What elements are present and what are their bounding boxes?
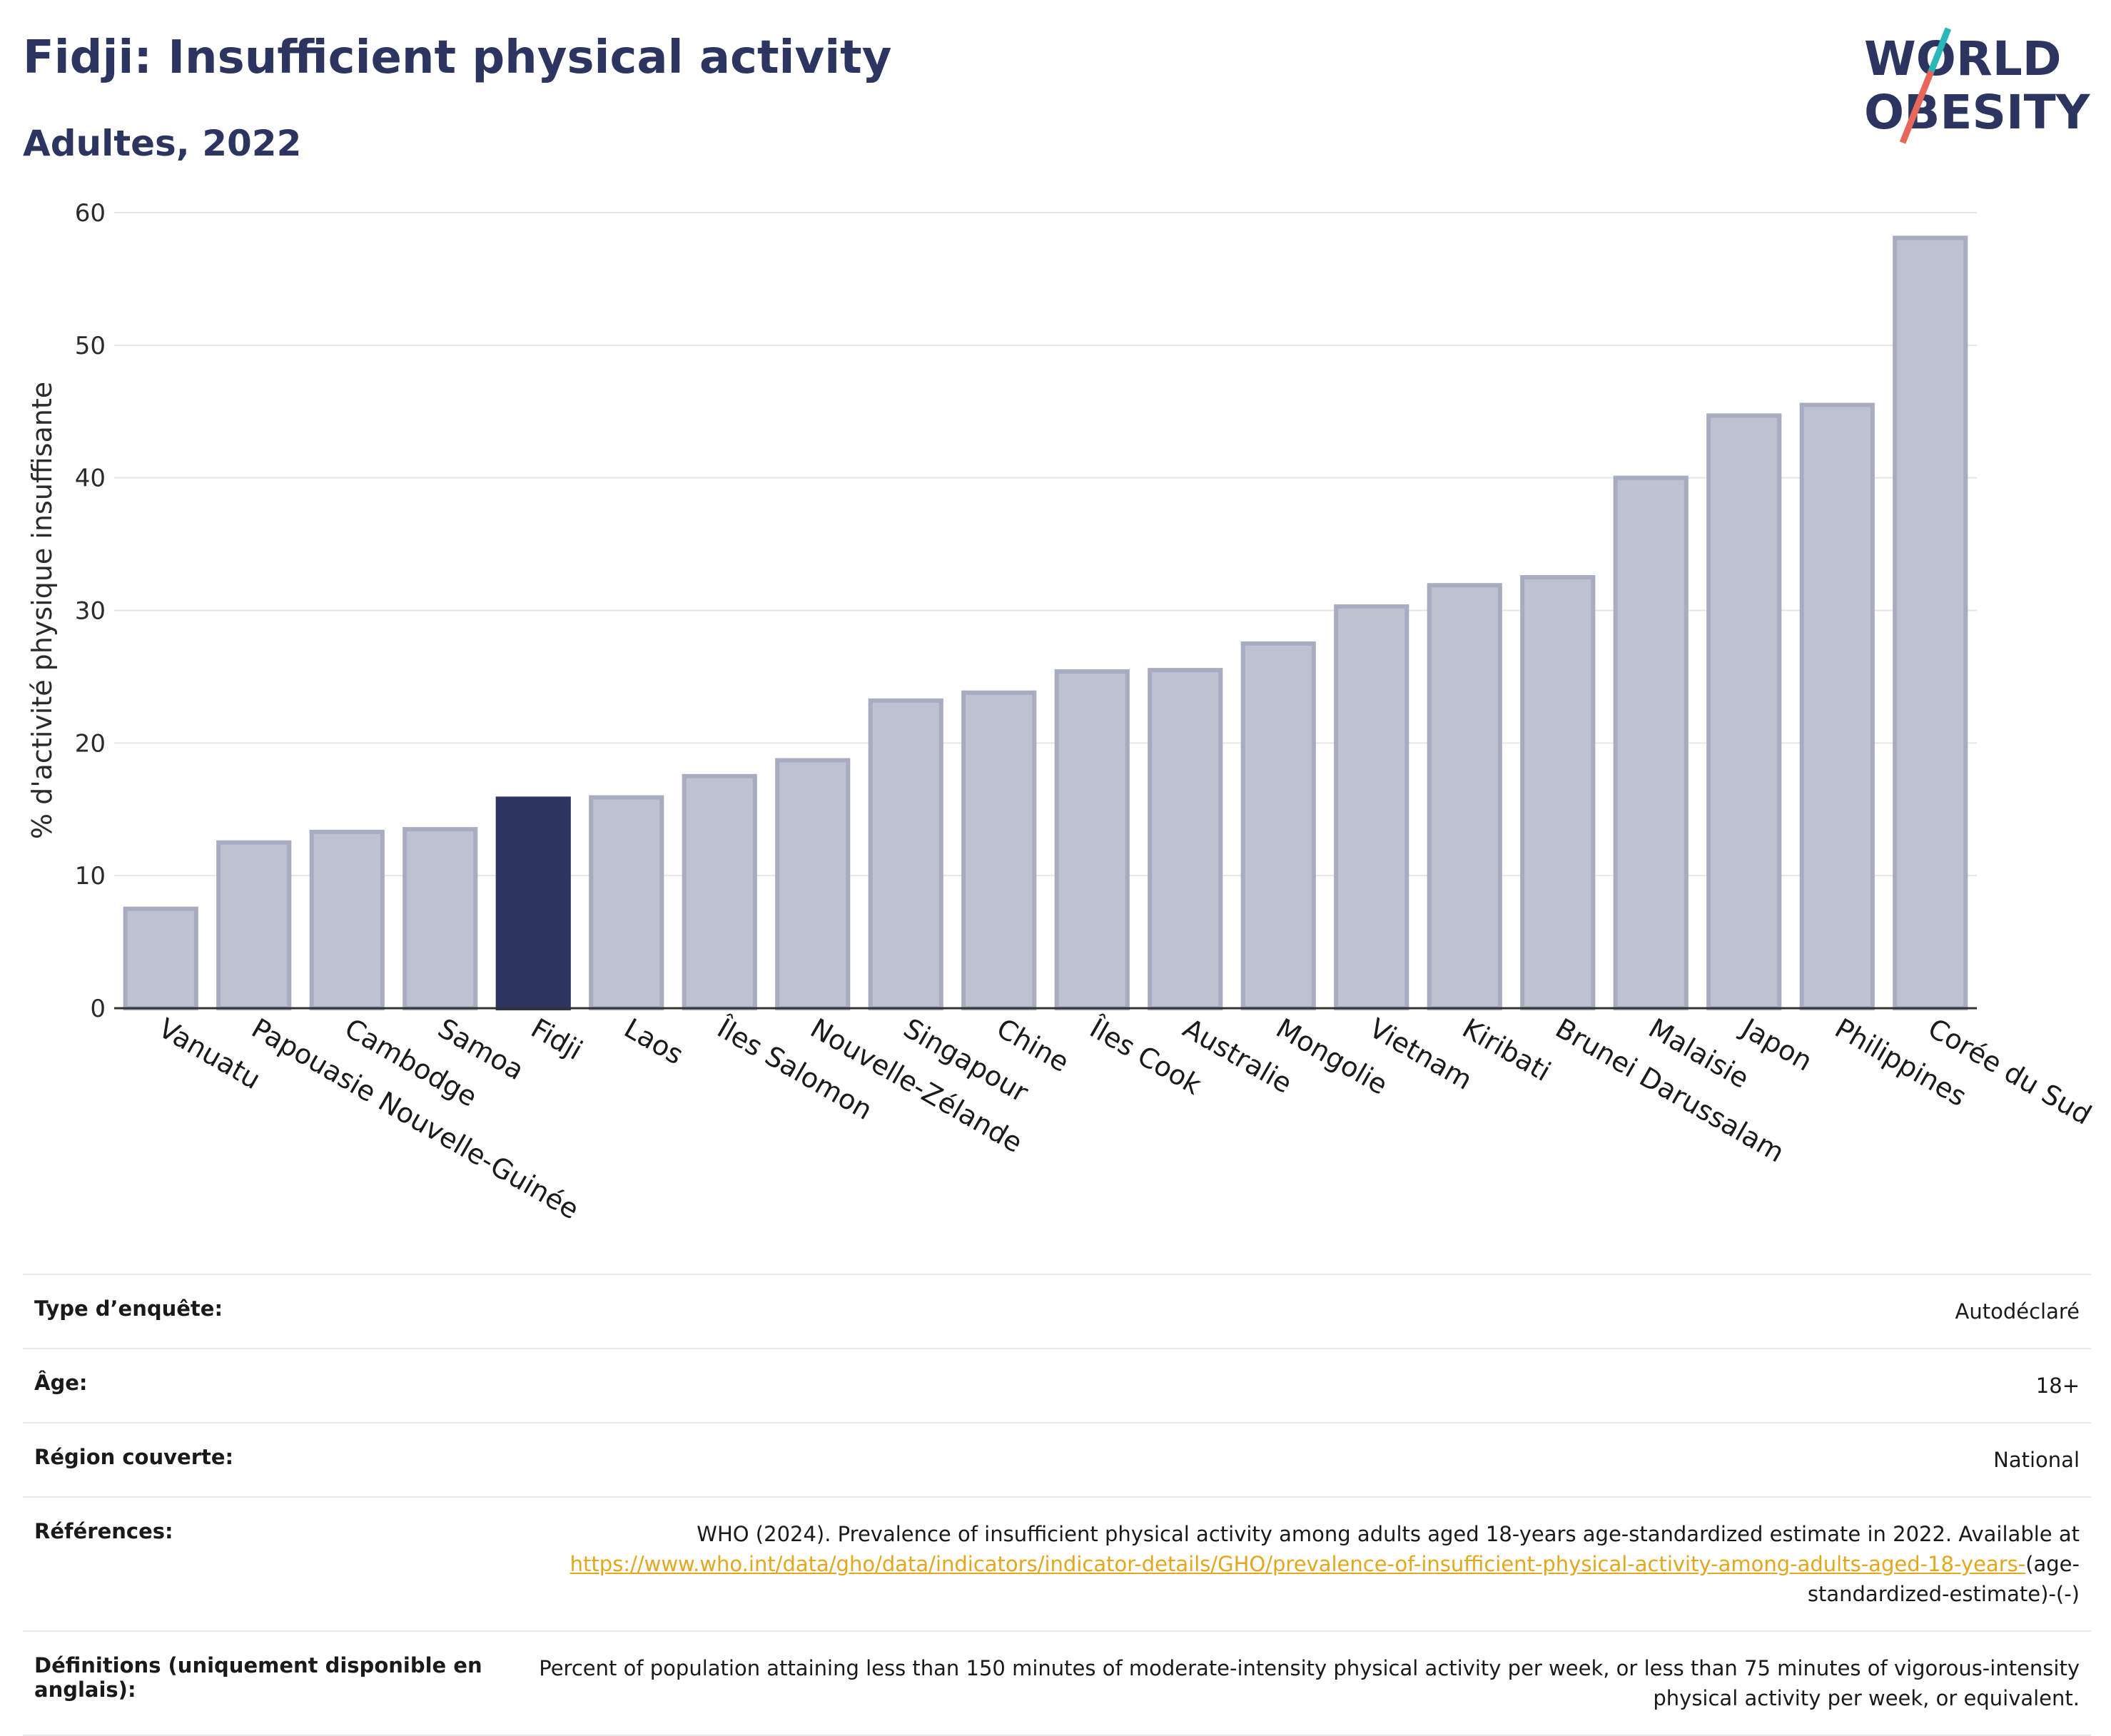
logo-slash-coral bbox=[1899, 70, 1935, 144]
x-tick-label: Papouasie Nouvelle-Guinée bbox=[246, 1012, 584, 1226]
bar-vietnam bbox=[1334, 604, 1409, 1010]
y-tick-label: 30 bbox=[75, 597, 106, 626]
x-tick-label: Fidji bbox=[526, 1012, 588, 1067]
region-row: Région couverte: National bbox=[23, 1422, 2091, 1497]
bar-nouvelle-z-lande bbox=[775, 758, 851, 1011]
meta-value: 18+ bbox=[502, 1348, 2091, 1423]
meta-label: Région couverte: bbox=[23, 1422, 502, 1497]
bar-australie bbox=[1148, 668, 1223, 1010]
definitions-value: Percent of population attaining less tha… bbox=[502, 1630, 2091, 1736]
metadata-table: Type d’enquête: Autodéclaré Âge: 18+ Rég… bbox=[23, 1274, 2091, 1736]
bar-brunei-darussalam bbox=[1520, 575, 1596, 1010]
definitions-row: Définitions (uniquement disponible en an… bbox=[23, 1630, 2091, 1736]
references-link[interactable]: https://www.who.int/data/gho/data/indica… bbox=[569, 1552, 2026, 1576]
meta-label: Âge: bbox=[23, 1348, 502, 1423]
y-tick-label: 10 bbox=[75, 862, 106, 890]
age-row: Âge: 18+ bbox=[23, 1348, 2091, 1423]
bar--les-salomon bbox=[682, 773, 757, 1010]
bar-kiribati bbox=[1427, 583, 1502, 1010]
bar-philippines bbox=[1799, 402, 1875, 1010]
bar--les-cook bbox=[1054, 669, 1130, 1010]
bar-mongolie bbox=[1240, 641, 1316, 1010]
bar-cambodge bbox=[309, 829, 385, 1011]
chart-title: Fidji: Insufficient physical activity bbox=[23, 31, 892, 84]
references-text: WHO (2024). Prevalence of insufficient p… bbox=[697, 1522, 2080, 1546]
meta-label: Type d’enquête: bbox=[23, 1274, 502, 1349]
y-tick-label: 50 bbox=[75, 332, 106, 360]
bar-samoa bbox=[403, 827, 478, 1010]
bar-japon bbox=[1706, 413, 1782, 1010]
x-tick-label: Vanuatu bbox=[153, 1012, 266, 1095]
survey-type-row: Type d’enquête: Autodéclaré bbox=[23, 1274, 2091, 1349]
bar-cor-e-du-sud bbox=[1893, 235, 1968, 1010]
bar-malaisie bbox=[1613, 475, 1689, 1010]
x-tick-label: Laos bbox=[619, 1012, 689, 1071]
references-suffix: (age-standardized-estimate)-(-) bbox=[1807, 1552, 2080, 1606]
logo-slash-teal bbox=[1928, 27, 1952, 73]
bar-vanuatu bbox=[123, 906, 198, 1010]
x-tick-label: Îles Salomon bbox=[712, 1012, 878, 1126]
y-tick-label: 40 bbox=[75, 465, 106, 493]
definitions-label: Définitions (uniquement disponible en an… bbox=[23, 1630, 502, 1736]
bar-laos bbox=[589, 795, 664, 1011]
logo-line2: OBESITY bbox=[1864, 85, 2091, 140]
y-tick-label: 0 bbox=[90, 995, 106, 1023]
references-row: Références: WHO (2024). Prevalence of in… bbox=[23, 1496, 2091, 1631]
y-tick-label: 20 bbox=[75, 729, 106, 758]
bar-papouasie-nouvelle-guin-e bbox=[216, 840, 292, 1011]
meta-value: National bbox=[502, 1422, 2091, 1497]
chart-subtitle: Adultes, 2022 bbox=[23, 123, 302, 164]
bar-chart: 0 10 20 30 40 50 60 % d'activité physique insuf… bbox=[26, 199, 2097, 1226]
logo-line1: WORLD bbox=[1864, 31, 2062, 86]
bar-singapour bbox=[868, 698, 943, 1010]
meta-value: Autodéclaré bbox=[502, 1274, 2091, 1349]
world-obesity-logo: WORLD OBESITY bbox=[1864, 27, 2091, 144]
bar-chine bbox=[961, 690, 1037, 1010]
references-label: Références: bbox=[23, 1496, 502, 1631]
bar-fidji bbox=[495, 796, 571, 1010]
y-axis-label: % d'activité physique insuffisante bbox=[26, 382, 58, 839]
y-tick-label: 60 bbox=[75, 199, 106, 228]
